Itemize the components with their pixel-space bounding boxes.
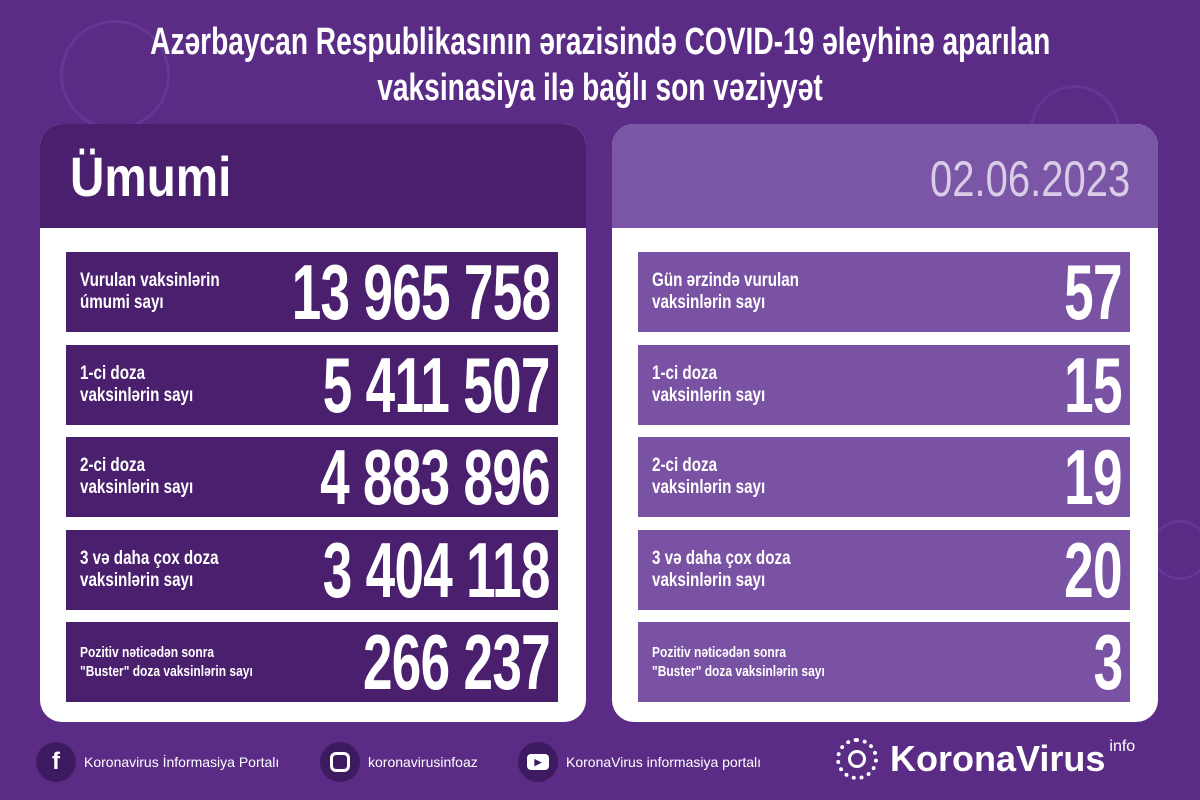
daily-panel: 02.06.2023 Gün ərzində vurulan vaksinlər… [612, 124, 1158, 722]
stat-value: 3 404 118 [323, 526, 551, 614]
stat-value: 15 [1064, 341, 1122, 429]
koronavirus-logo: KoronaVirus info [836, 738, 1135, 780]
youtube-link[interactable]: ▶ KoronaVirus informasiya portalı [518, 742, 761, 782]
instagram-icon [320, 742, 360, 782]
facebook-icon: f [36, 742, 76, 782]
stat-label: Pozitiv nəticədən sonra "Buster" doza va… [652, 644, 825, 680]
stat-row: 3 və daha çox doza vaksinlərin sayı 20 [638, 530, 1130, 610]
instagram-link[interactable]: koronavirusinfoaz [320, 742, 478, 782]
title-line-2: vaksinasiya ilə bağlı son vəziyyət [377, 67, 823, 109]
stat-value: 4 883 896 [320, 433, 551, 521]
daily-header: 02.06.2023 [612, 124, 1158, 228]
stat-row: 1-ci doza vaksinlərin sayı 5 411 507 [66, 345, 558, 425]
stat-label: 2-ci doza vaksinlərin sayı [652, 455, 766, 498]
stat-row: Vurulan vaksinlərin úmumi sayı 13 965 758 [66, 252, 558, 332]
stat-row: 2-ci doza vaksinlərin sayı 19 [638, 437, 1130, 517]
stat-value: 57 [1064, 248, 1122, 336]
stat-label: 2-ci doza vaksinlərin sayı [80, 455, 194, 498]
stat-row: Gün ərzində vurulan vaksinlərin sayı 57 [638, 252, 1130, 332]
total-panel: Ümumi Vurulan vaksinlərin úmumi sayı 13 9… [40, 124, 586, 722]
stat-row: Pozitiv nəticədən sonra "Buster" doza va… [66, 622, 558, 702]
stat-label: 1-ci doza vaksinlərin sayı [652, 363, 766, 406]
stat-label: 3 və daha çox doza vaksinlərin sayı [652, 548, 791, 591]
stat-value: 3 [1093, 618, 1123, 706]
title-line-1: Azərbaycan Respublikasının ərazisində CO… [149, 21, 1051, 63]
stat-label: Gün ərzində vurulan vaksinlərin sayı [652, 270, 799, 313]
facebook-label: Koronavirus İnformasiya Portalı [84, 754, 280, 770]
instagram-label: koronavirusinfoaz [368, 754, 478, 770]
stat-row: 2-ci doza vaksinlərin sayı 4 883 896 [66, 437, 558, 517]
total-header: Ümumi [40, 124, 586, 228]
logo-text: KoronaVirus [890, 738, 1106, 779]
stat-value: 19 [1064, 433, 1122, 521]
facebook-link[interactable]: f Koronavirus İnformasiya Portalı [36, 742, 279, 782]
total-header-title: Ümumi [70, 145, 232, 208]
stat-row: Pozitiv nəticədən sonra "Buster" doza va… [638, 622, 1130, 702]
stat-label: Vurulan vaksinlərin úmumi sayı [80, 270, 220, 313]
stat-label: Pozitiv nəticədən sonra "Buster" doza va… [80, 644, 253, 680]
stat-value: 5 411 507 [323, 341, 551, 429]
stat-value: 20 [1064, 526, 1122, 614]
stat-value: 266 237 [363, 618, 551, 706]
sun-logo-icon [836, 738, 878, 780]
stat-row: 1-ci doza vaksinlərin sayı 15 [638, 345, 1130, 425]
stat-label: 1-ci doza vaksinlərin sayı [80, 363, 194, 406]
date-label: 02.06.2023 [929, 151, 1130, 207]
youtube-icon: ▶ [518, 742, 558, 782]
stat-value: 13 965 758 [291, 248, 550, 336]
stat-row: 3 və daha çox doza vaksinlərin sayı 3 404… [66, 530, 558, 610]
youtube-label: KoronaVirus informasiya portalı [566, 754, 762, 770]
stat-label: 3 və daha çox doza vaksinlərin sayı [80, 548, 219, 591]
logo-sup: info [1109, 738, 1136, 755]
